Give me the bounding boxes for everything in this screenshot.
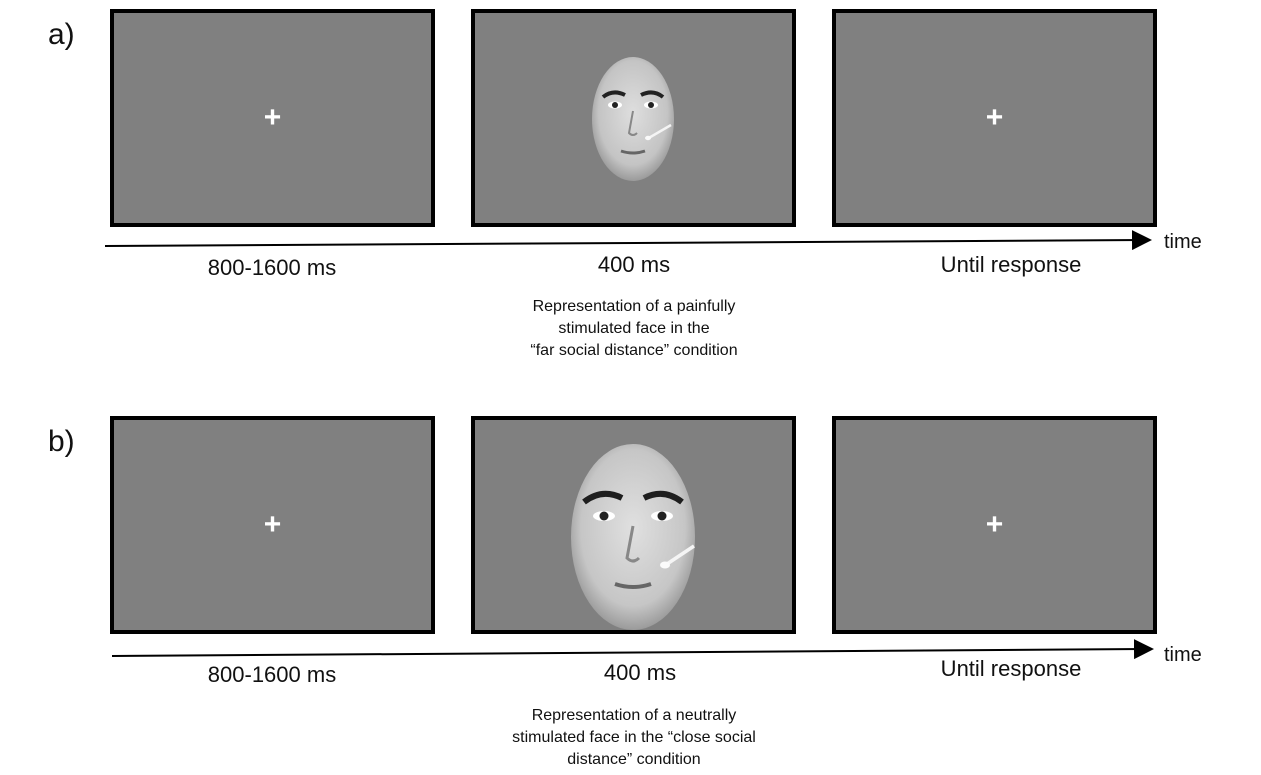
fixation-cross: + xyxy=(985,508,1004,541)
caption-line: distance” condition xyxy=(567,751,701,768)
fixation-cross: + xyxy=(263,101,282,134)
time-axis-label: time xyxy=(1164,644,1202,666)
duration-fixation: 800-1600 ms xyxy=(207,662,337,687)
duration-face: 400 ms xyxy=(597,252,671,277)
time-axis-label: time xyxy=(1164,231,1202,253)
panel-label: a) xyxy=(48,18,75,51)
fixation-screen-1: + xyxy=(110,9,435,227)
caption-line: “far social distance” condition xyxy=(530,342,738,359)
fixation-screen-1: + xyxy=(110,416,435,634)
caption: Representation of a painfully stimulated… xyxy=(469,296,799,362)
face-image-far xyxy=(592,57,674,181)
duration-response: Until response xyxy=(940,656,1082,681)
caption-line: stimulated face in the “close social xyxy=(512,729,756,746)
caption-line: Representation of a neutrally xyxy=(531,707,737,724)
caption: Representation of a neutrally stimulated… xyxy=(469,705,799,771)
duration-fixation: 800-1600 ms xyxy=(207,255,337,280)
panel-label: b) xyxy=(48,425,75,458)
response-screen: + xyxy=(832,416,1157,634)
face-screen xyxy=(471,416,796,634)
caption-line: stimulated face in the xyxy=(558,320,710,337)
duration-face: 400 ms xyxy=(603,660,677,685)
response-screen: + xyxy=(832,9,1157,227)
fixation-cross: + xyxy=(263,508,282,541)
face-image-close xyxy=(571,444,695,630)
face-screen xyxy=(471,9,796,227)
duration-response: Until response xyxy=(940,252,1082,277)
fixation-cross: + xyxy=(985,101,1004,134)
caption-line: Representation of a painfully xyxy=(532,298,736,315)
